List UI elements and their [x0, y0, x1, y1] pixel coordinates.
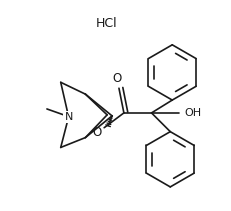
Text: HCl: HCl — [95, 17, 117, 30]
Text: O: O — [112, 72, 122, 85]
Text: N: N — [64, 112, 73, 122]
Text: OH: OH — [184, 108, 201, 118]
Text: methyl: methyl — [36, 104, 41, 106]
Text: O: O — [93, 126, 102, 139]
Text: methyl: methyl — [37, 108, 42, 109]
